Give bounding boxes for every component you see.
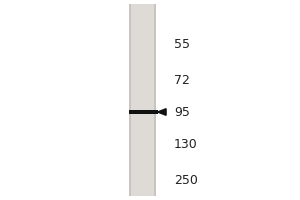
Text: 55: 55	[174, 38, 190, 50]
FancyBboxPatch shape	[131, 4, 154, 196]
Text: 72: 72	[174, 73, 190, 86]
FancyBboxPatch shape	[129, 4, 156, 196]
Text: 250: 250	[174, 173, 198, 186]
Text: 130: 130	[174, 138, 198, 150]
Text: 95: 95	[174, 106, 190, 118]
Polygon shape	[158, 109, 166, 115]
FancyBboxPatch shape	[129, 110, 158, 114]
